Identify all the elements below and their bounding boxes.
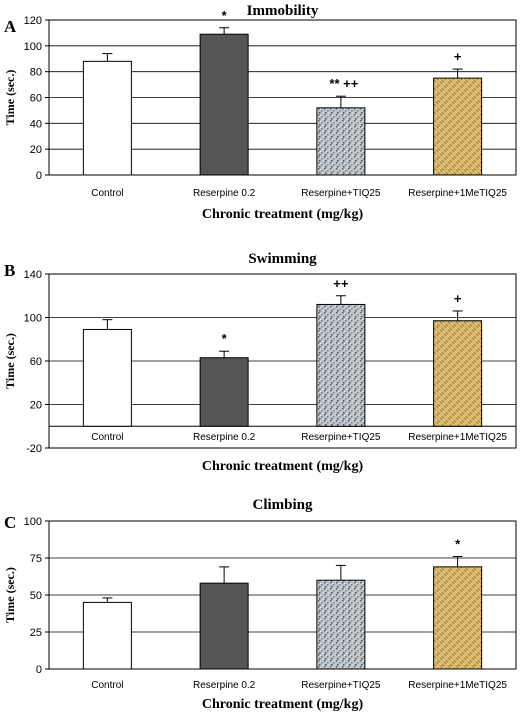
bar — [82, 601, 132, 670]
x-category-label: Reserpine+TIQ25 — [301, 188, 381, 199]
x-category-label: Reserpine 0.2 — [193, 432, 256, 443]
x-category-label: Reserpine+1MeTIQ25 — [408, 432, 507, 443]
chart-panel-b: -20 20 60 100 140 Control * Reserpine 0.2 ++ Rese… — [3, 251, 517, 474]
x-category-label: Reserpine 0.2 — [193, 680, 256, 691]
x-category-label: Reserpine+TIQ25 — [301, 680, 381, 691]
bar — [82, 328, 132, 427]
bar — [433, 77, 483, 176]
bar — [433, 320, 483, 427]
y-tick-label: 40 — [30, 118, 42, 130]
x-category-label: Control — [91, 680, 123, 691]
x-category-label: Control — [91, 188, 123, 199]
bar — [316, 303, 366, 427]
y-tick-label: 25 — [30, 627, 42, 639]
y-tick-label: 140 — [24, 269, 42, 281]
significance-label: * — [222, 331, 228, 346]
y-tick-label: 20 — [30, 400, 42, 412]
significance-label: ** ++ — [329, 76, 358, 91]
y-tick-label: 75 — [30, 553, 42, 565]
chart-title: Immobility — [247, 3, 319, 19]
y-tick-label: -20 — [26, 443, 42, 455]
bar — [199, 357, 249, 427]
panel-letter: C — [4, 513, 16, 532]
significance-label: * — [222, 8, 228, 23]
significance-label: + — [454, 49, 462, 64]
y-tick-label: 20 — [30, 144, 42, 156]
x-axis-label: Chronic treatment (mg/kg) — [202, 697, 364, 712]
chart-panel-c: 0 25 50 75 100 Control Reserpine 0.2 Reserpine+… — [3, 497, 517, 712]
y-axis-label: Time (sec.) — [3, 567, 17, 623]
chart-panel-a: 0 20 40 60 80 100 120 Control * Reserpine 0.2 ** +… — [3, 3, 517, 222]
significance-label: * — [455, 537, 461, 552]
significance-label: + — [454, 291, 462, 306]
y-tick-label: 100 — [24, 516, 42, 528]
x-category-label: Control — [91, 432, 123, 443]
x-category-label: Reserpine+1MeTIQ25 — [408, 188, 507, 199]
significance-label: ++ — [333, 276, 349, 291]
bar — [433, 566, 483, 670]
y-axis-label: Time (sec.) — [3, 333, 17, 389]
bar — [82, 60, 132, 176]
x-axis-label: Chronic treatment (mg/kg) — [202, 459, 364, 474]
y-tick-label: 50 — [30, 590, 42, 602]
x-axis-label: Chronic treatment (mg/kg) — [202, 207, 364, 222]
y-tick-label: 100 — [24, 313, 42, 325]
y-tick-label: 0 — [36, 170, 42, 182]
y-tick-label: 80 — [30, 67, 42, 79]
y-tick-label: 0 — [36, 664, 42, 676]
bar — [199, 582, 249, 670]
chart-title: Climbing — [252, 497, 313, 513]
y-tick-label: 100 — [24, 41, 42, 53]
y-tick-label: 60 — [30, 356, 42, 368]
x-category-label: Reserpine 0.2 — [193, 188, 256, 199]
panel-letter: B — [4, 261, 15, 280]
y-tick-label: 120 — [24, 15, 42, 27]
panel-letter: A — [4, 17, 17, 36]
x-category-label: Reserpine+1MeTIQ25 — [408, 680, 507, 691]
bar — [199, 33, 249, 176]
y-tick-label: 60 — [30, 93, 42, 105]
x-category-label: Reserpine+TIQ25 — [301, 432, 381, 443]
chart-title: Swimming — [248, 251, 317, 267]
y-axis-label: Time (sec.) — [3, 70, 17, 126]
bar — [316, 579, 366, 670]
bar — [316, 107, 366, 176]
